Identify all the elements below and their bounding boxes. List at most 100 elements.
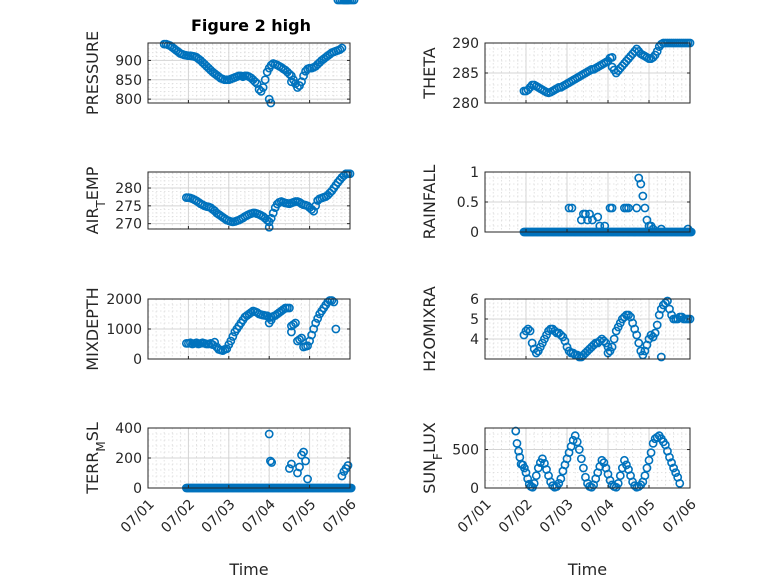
- data-point: [607, 203, 617, 213]
- data-point: [222, 344, 232, 354]
- data-point: [671, 468, 681, 478]
- data-point: [293, 83, 302, 92]
- y-tick-label: 1: [470, 165, 479, 181]
- data-point: [599, 336, 609, 346]
- data-point: [533, 463, 543, 473]
- y-tick-label: 0: [133, 481, 142, 497]
- data-point: [652, 432, 662, 442]
- data-point: [624, 310, 633, 320]
- y-tick-label: 800: [115, 92, 142, 108]
- data-point: [663, 296, 672, 306]
- data-point: [642, 463, 652, 473]
- data-point: [652, 47, 662, 56]
- axes-frame: [484, 298, 691, 360]
- data-point: [323, 297, 333, 307]
- x-axis-label: Time: [567, 560, 607, 579]
- data-point: [656, 352, 666, 362]
- data-point: [634, 338, 644, 348]
- data-point: [337, 43, 347, 53]
- data-point: [512, 438, 522, 448]
- data-point: [673, 314, 683, 324]
- data-point: [329, 297, 339, 307]
- y-tick-label: 850: [115, 73, 142, 89]
- data-point: [648, 438, 658, 448]
- data-point: [299, 71, 308, 81]
- data-point: [303, 341, 312, 351]
- data-point: [669, 463, 678, 473]
- subplot-6: 4 5 6 H2OMIXRA: [420, 286, 695, 372]
- y-tick-label: 6: [470, 292, 479, 308]
- data-point: [544, 326, 553, 336]
- data-point: [226, 336, 236, 346]
- data-point: [309, 206, 319, 216]
- data-point: [297, 333, 306, 343]
- data-point: [605, 475, 615, 485]
- data-point: [299, 447, 308, 457]
- axes-frame: [484, 427, 691, 489]
- data-point: [556, 330, 566, 340]
- data-point: [266, 315, 276, 325]
- data-point: [572, 437, 582, 447]
- y-axis-label: RAINFALL: [420, 165, 439, 240]
- data-point: [556, 474, 566, 484]
- y-tick-label: 1000: [106, 322, 142, 338]
- y-axis-label: AIRTEMP: [83, 166, 108, 234]
- y-axis-label: TERRMSL: [83, 422, 108, 495]
- data-point: [607, 342, 617, 352]
- data-point: [301, 456, 310, 466]
- data-point: [636, 179, 646, 189]
- data-point: [268, 208, 278, 218]
- data-point: [267, 458, 277, 467]
- data-point: [564, 346, 574, 356]
- data-point: [568, 435, 578, 445]
- y-tick-label: 900: [115, 53, 142, 69]
- data-point: [656, 224, 666, 234]
- data-point: [620, 312, 629, 322]
- data-point: [246, 308, 256, 317]
- y-axis-label: MIXDEPTH: [83, 287, 102, 370]
- data-point: [579, 463, 588, 473]
- y-tick-label: 5: [470, 312, 479, 328]
- data-point: [675, 478, 685, 488]
- data-point: [609, 334, 619, 344]
- data-point: [284, 464, 294, 473]
- y-axis-label: THETA: [420, 47, 439, 99]
- data-point: [295, 462, 304, 472]
- data-point: [287, 327, 296, 337]
- data-point: [331, 324, 341, 334]
- y-tick-label: 0: [470, 225, 479, 241]
- data-point: [519, 463, 529, 473]
- data-point: [511, 426, 521, 436]
- data-point: [295, 335, 304, 344]
- data-point: [600, 221, 610, 231]
- data-point: [640, 471, 650, 481]
- y-axis-label: PRESSURE: [83, 31, 102, 115]
- data-point: [550, 326, 560, 336]
- data-point: [250, 77, 260, 87]
- data-point: [554, 478, 564, 488]
- y-tick-label: 285: [452, 66, 479, 82]
- data-point: [652, 320, 662, 330]
- data-point: [613, 478, 623, 488]
- data-point: [327, 296, 337, 305]
- data-point: [640, 203, 650, 213]
- data-point: [648, 53, 658, 62]
- data-point: [266, 456, 275, 466]
- data-point: [529, 478, 539, 488]
- data-point: [646, 330, 656, 340]
- data-point: [264, 429, 274, 439]
- y-tick-label: 2000: [106, 292, 142, 308]
- data-point: [531, 471, 541, 481]
- data-point: [650, 328, 660, 338]
- data-point: [607, 53, 617, 62]
- data-point: [260, 75, 270, 85]
- data-point: [291, 318, 300, 328]
- data-point: [644, 455, 654, 465]
- subplot-1: 800 850 900 PRESSURE: [83, 0, 359, 115]
- data-point: [667, 458, 676, 468]
- data-point: [593, 212, 603, 222]
- data-point: [599, 458, 609, 468]
- y-tick-label: 200: [115, 451, 142, 467]
- y-tick-label: 0.5: [457, 195, 479, 211]
- data-point: [531, 348, 541, 358]
